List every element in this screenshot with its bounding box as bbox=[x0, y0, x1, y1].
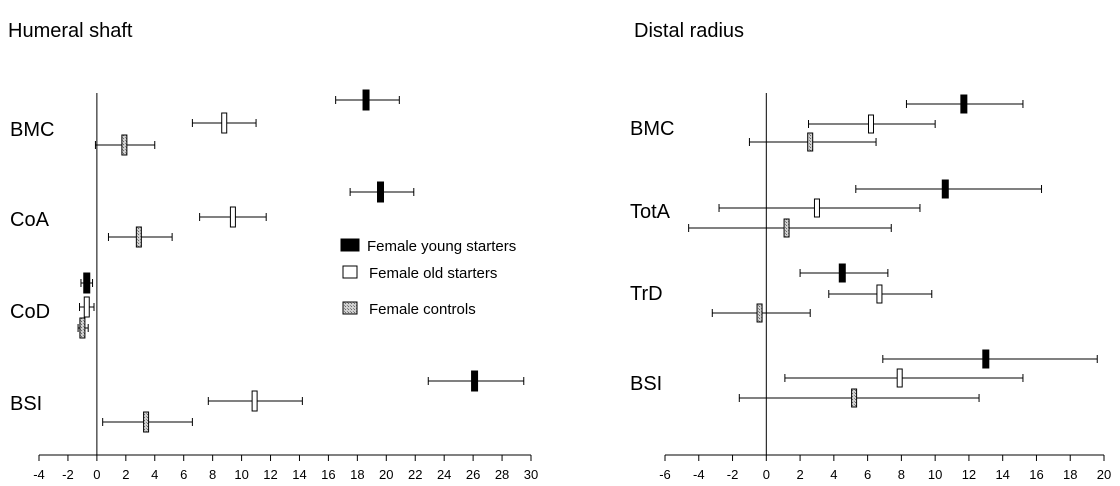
point-estimate-box bbox=[813, 198, 820, 218]
chart-marks: -4 -2 0 2 4 6 8 10 12 14 16 18 20 22 24 26 28 30 bbox=[33, 89, 538, 482]
point-estimate-box bbox=[756, 303, 763, 323]
x-tick-label: 24 bbox=[437, 467, 451, 482]
category-label: CoD bbox=[10, 301, 50, 323]
x-tick-label: 10 bbox=[234, 467, 248, 482]
point-estimate-box bbox=[941, 179, 949, 199]
panel-distal-radius: Distal radius BMC TotA TrD BSI -6 -4 -2 0 2 4… bbox=[630, 20, 1111, 482]
category-label: CoA bbox=[10, 209, 50, 231]
point-estimate-box bbox=[83, 296, 90, 318]
x-tick-label: 18 bbox=[350, 467, 364, 482]
legend-swatch-controls bbox=[342, 301, 358, 315]
x-tick-label: 12 bbox=[962, 467, 976, 482]
point-estimate-box bbox=[79, 317, 86, 339]
x-tick-label: 20 bbox=[1097, 467, 1111, 482]
x-tick-label: 16 bbox=[321, 467, 335, 482]
panel-title: Distal radius bbox=[634, 20, 744, 42]
x-tick-label: 0 bbox=[93, 467, 100, 482]
legend-label: Female young starters bbox=[367, 238, 516, 255]
point-estimate-box bbox=[83, 272, 91, 294]
point-estimate-box bbox=[471, 370, 479, 392]
x-tick-label: 4 bbox=[151, 467, 158, 482]
x-tick-label: 16 bbox=[1029, 467, 1043, 482]
category-label: BSI bbox=[10, 393, 42, 415]
point-estimate-box bbox=[807, 132, 814, 152]
x-tick-label: 10 bbox=[928, 467, 942, 482]
x-tick-label: 28 bbox=[495, 467, 509, 482]
point-estimate-box bbox=[982, 349, 990, 369]
x-tick-label: 8 bbox=[209, 467, 216, 482]
category-label: TotA bbox=[630, 201, 671, 223]
point-estimate-box bbox=[876, 284, 883, 304]
x-tick-label: 4 bbox=[830, 467, 837, 482]
point-estimate-box bbox=[251, 390, 258, 412]
point-estimate-box bbox=[121, 134, 128, 156]
category-label: BMC bbox=[10, 119, 54, 141]
point-estimate-box bbox=[135, 226, 142, 248]
x-tick-label: -2 bbox=[727, 467, 739, 482]
x-tick-label: -6 bbox=[659, 467, 671, 482]
panel-humeral-shaft: Humeral shaft BMC CoA CoD BSI -4 -2 0 2 4 6 8 1… bbox=[8, 20, 538, 482]
x-tick-label: 12 bbox=[263, 467, 277, 482]
point-estimate-box bbox=[838, 263, 846, 283]
x-tick-label: -4 bbox=[693, 467, 705, 482]
legend-label: Female old starters bbox=[369, 265, 497, 282]
x-tick-label: 8 bbox=[898, 467, 905, 482]
point-estimate-box bbox=[783, 218, 790, 238]
x-tick-label: -2 bbox=[62, 467, 74, 482]
chart-marks: -6 -4 -2 0 2 4 6 8 10 12 14 16 18 20 bbox=[659, 93, 1111, 482]
x-tick-label: 26 bbox=[466, 467, 480, 482]
x-tick-label: 14 bbox=[995, 467, 1009, 482]
point-estimate-box bbox=[851, 388, 858, 408]
point-estimate-box bbox=[867, 114, 874, 134]
x-tick-label: 2 bbox=[122, 467, 129, 482]
point-estimate-box bbox=[229, 206, 236, 228]
point-estimate-box bbox=[377, 181, 385, 203]
x-tick-label: 14 bbox=[292, 467, 306, 482]
x-tick-label: 30 bbox=[524, 467, 538, 482]
x-tick-label: 6 bbox=[180, 467, 187, 482]
x-tick-label: 6 bbox=[864, 467, 871, 482]
category-label: BMC bbox=[630, 118, 674, 140]
x-tick-label: 0 bbox=[763, 467, 770, 482]
category-label: BSI bbox=[630, 373, 662, 395]
legend: Female young starters Female old starter… bbox=[340, 238, 516, 318]
x-tick-label: 20 bbox=[379, 467, 393, 482]
legend-swatch-old bbox=[342, 265, 358, 279]
point-estimate-box bbox=[221, 112, 228, 134]
category-label: TrD bbox=[630, 283, 663, 305]
point-estimate-box bbox=[362, 89, 370, 111]
x-tick-label: -4 bbox=[33, 467, 45, 482]
panel-title: Humeral shaft bbox=[8, 20, 133, 42]
legend-label: Female controls bbox=[369, 301, 476, 318]
point-estimate-box bbox=[960, 94, 968, 114]
point-estimate-box bbox=[896, 368, 903, 388]
x-tick-label: 18 bbox=[1063, 467, 1077, 482]
point-estimate-box bbox=[143, 411, 150, 433]
x-tick-label: 22 bbox=[408, 467, 422, 482]
legend-swatch-young bbox=[340, 238, 360, 252]
x-tick-label: 2 bbox=[796, 467, 803, 482]
